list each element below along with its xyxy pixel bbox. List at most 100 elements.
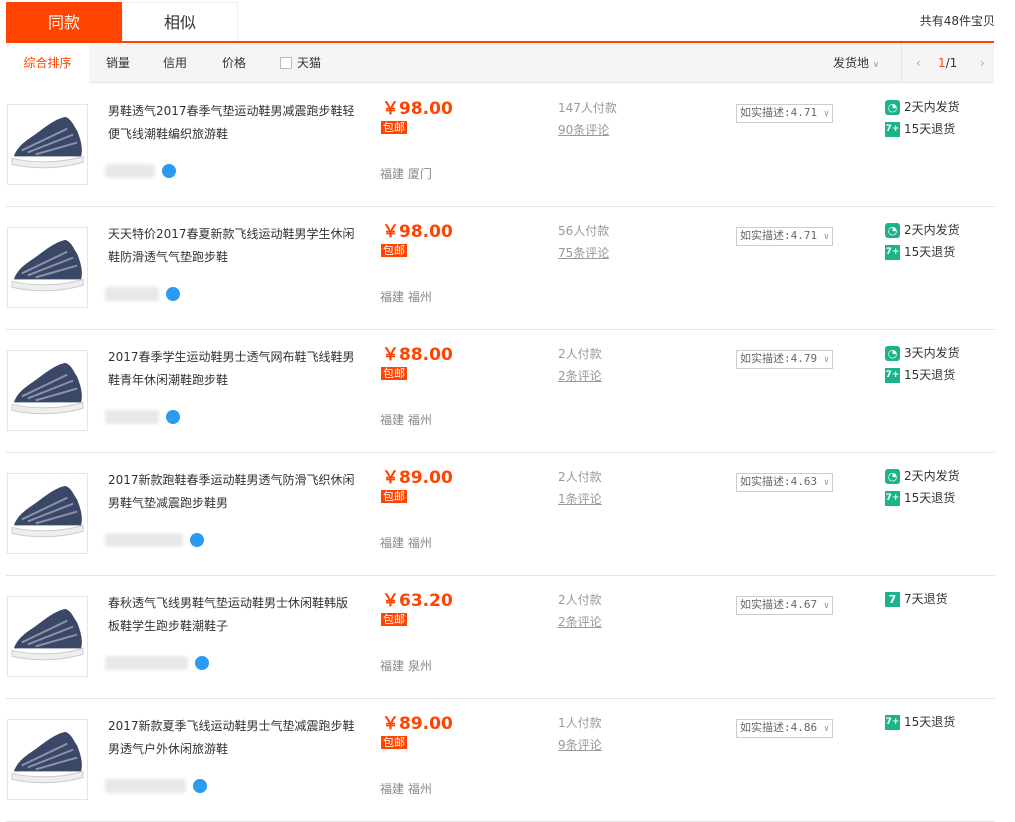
location: 福建 福州 bbox=[380, 536, 432, 550]
service-label: 15天退货 bbox=[904, 491, 956, 505]
service-tag: 7+ 15天退货 bbox=[885, 490, 955, 506]
product-row: 天天特价2017春夏新款飞线运动鞋男学生休闲鞋防滑透气气垫跑步鞋 ￥98.00 … bbox=[6, 207, 995, 330]
product-image[interactable] bbox=[7, 350, 88, 431]
free-shipping-badge: 包邮 bbox=[381, 736, 407, 749]
reviews-link[interactable]: 9条评论 bbox=[558, 738, 602, 752]
product-image[interactable] bbox=[7, 596, 88, 677]
reviews-link[interactable]: 1条评论 bbox=[558, 492, 602, 506]
service-tag: 7+ 15天退货 bbox=[885, 244, 955, 260]
wangwang-chat-icon[interactable] bbox=[193, 779, 207, 793]
product-row: 春秋透气飞线男鞋气垫运动鞋男士休闲鞋韩版板鞋学生跑步鞋潮鞋子 ￥63.20 包邮… bbox=[6, 576, 995, 699]
next-page-icon[interactable]: › bbox=[980, 56, 985, 70]
clock-icon: ◔ bbox=[885, 99, 900, 115]
free-shipping-badge: 包邮 bbox=[381, 613, 407, 626]
seller-name-blurred[interactable] bbox=[105, 533, 183, 547]
product-image[interactable] bbox=[7, 104, 88, 185]
location: 福建 厦门 bbox=[380, 167, 432, 181]
service-label: 2天内发货 bbox=[904, 100, 960, 114]
product-image[interactable] bbox=[7, 719, 88, 800]
free-shipping-badge: 包邮 bbox=[381, 121, 407, 134]
wangwang-chat-icon[interactable] bbox=[166, 410, 180, 424]
wangwang-chat-icon[interactable] bbox=[162, 164, 176, 178]
rating-dropdown[interactable]: 如实描述:4.63 ∨ bbox=[736, 473, 834, 492]
tab-same[interactable]: 同款 bbox=[6, 2, 122, 42]
wangwang-chat-icon[interactable] bbox=[166, 287, 180, 301]
chevron-down-icon: ∨ bbox=[823, 109, 830, 119]
seller-name-blurred[interactable] bbox=[105, 779, 186, 793]
tmall-label: 天猫 bbox=[297, 56, 322, 70]
chevron-down-icon: ∨ bbox=[823, 724, 830, 734]
chevron-down-icon: ∨ bbox=[823, 232, 830, 242]
service-tag: ◔ 2天内发货 bbox=[885, 99, 960, 115]
product-image[interactable] bbox=[7, 473, 88, 554]
free-shipping-badge: 包邮 bbox=[381, 367, 407, 380]
product-row: 2017新款跑鞋春季运动鞋男透气防滑飞织休闲男鞋气垫减震跑步鞋男 ￥89.00 … bbox=[6, 453, 995, 576]
product-image[interactable] bbox=[7, 227, 88, 308]
product-title[interactable]: 天天特价2017春夏新款飞线运动鞋男学生休闲鞋防滑透气气垫跑步鞋 bbox=[108, 227, 355, 264]
product-title[interactable]: 2017新款跑鞋春季运动鞋男透气防滑飞织休闲男鞋气垫减震跑步鞋男 bbox=[108, 473, 355, 510]
service-tag: 7+ 15天退货 bbox=[885, 367, 955, 383]
location: 福建 福州 bbox=[380, 413, 432, 427]
ship-from-dropdown[interactable]: 发货地 ∨ bbox=[833, 43, 879, 83]
sort-price[interactable]: 价格 bbox=[222, 56, 247, 70]
rating-label: 如实描述:4.79 bbox=[740, 352, 818, 365]
seller-name-blurred[interactable] bbox=[105, 287, 159, 301]
seller-name-blurred[interactable] bbox=[105, 410, 159, 424]
prev-page-icon[interactable]: ‹ bbox=[916, 56, 921, 70]
rating-dropdown[interactable]: 如实描述:4.71 ∨ bbox=[736, 104, 834, 123]
reviews-link[interactable]: 75条评论 bbox=[558, 246, 610, 260]
clock-icon: ◔ bbox=[885, 345, 900, 361]
product-title[interactable]: 男鞋透气2017春季气垫运动鞋男减震跑步鞋轻便飞线潮鞋编织旅游鞋 bbox=[108, 104, 355, 141]
sales-count: 1人付款 bbox=[558, 716, 602, 730]
tmall-checkbox[interactable] bbox=[280, 57, 292, 69]
sales-count: 2人付款 bbox=[558, 347, 602, 361]
divider bbox=[6, 41, 994, 43]
service-label: 3天内发货 bbox=[904, 346, 960, 360]
sales-count: 56人付款 bbox=[558, 224, 610, 238]
service-tag: 7 7天退货 bbox=[885, 591, 948, 607]
product-title[interactable]: 2017春季学生运动鞋男士透气网布鞋飞线鞋男鞋青年休闲潮鞋跑步鞋 bbox=[108, 350, 355, 387]
reviews-link[interactable]: 90条评论 bbox=[558, 123, 610, 137]
product-price: ￥89.00 bbox=[382, 714, 453, 734]
seller-name-blurred[interactable] bbox=[105, 656, 188, 670]
free-shipping-badge: 包邮 bbox=[381, 244, 407, 257]
product-price: ￥98.00 bbox=[382, 99, 453, 119]
rating-dropdown[interactable]: 如实描述:4.86 ∨ bbox=[736, 719, 834, 738]
rating-dropdown[interactable]: 如实描述:4.67 ∨ bbox=[736, 596, 834, 615]
service-tag: ◔ 3天内发货 bbox=[885, 345, 960, 361]
service-label: 15天退货 bbox=[904, 122, 956, 136]
ship-from-label: 发货地 bbox=[833, 56, 870, 70]
product-price: ￥63.20 bbox=[382, 591, 453, 611]
rating-dropdown[interactable]: 如实描述:4.79 ∨ bbox=[736, 350, 834, 369]
reviews-link[interactable]: 2条评论 bbox=[558, 615, 602, 629]
service-tag: 7+ 15天退货 bbox=[885, 121, 955, 137]
product-title[interactable]: 2017新款夏季飞线运动鞋男士气垫减震跑步鞋男透气户外休闲旅游鞋 bbox=[108, 719, 355, 756]
wangwang-chat-icon[interactable] bbox=[195, 656, 209, 670]
rating-dropdown[interactable]: 如实描述:4.71 ∨ bbox=[736, 227, 834, 246]
chevron-down-icon: ∨ bbox=[872, 60, 880, 70]
clock-icon: ◔ bbox=[885, 222, 900, 238]
sort-default[interactable]: 综合排序 bbox=[6, 43, 89, 83]
7plus-icon: 7+ bbox=[885, 244, 900, 260]
total-count: 共有48件宝贝 bbox=[919, 14, 995, 28]
product-row: 男鞋透气2017春季气垫运动鞋男减震跑步鞋轻便飞线潮鞋编织旅游鞋 ￥98.00 … bbox=[6, 84, 995, 207]
rating-label: 如实描述:4.86 bbox=[740, 721, 818, 734]
tmall-filter[interactable]: 天猫 bbox=[280, 43, 321, 83]
sort-sales[interactable]: 销量 bbox=[106, 56, 131, 70]
service-tag: ◔ 2天内发货 bbox=[885, 222, 960, 238]
pager: ‹ 1/1 › bbox=[901, 43, 994, 83]
product-price: ￥98.00 bbox=[382, 222, 453, 242]
free-shipping-badge: 包邮 bbox=[381, 490, 407, 503]
tab-bar: 同款 相似 bbox=[6, 2, 238, 42]
rating-label: 如实描述:4.71 bbox=[740, 106, 818, 119]
reviews-link[interactable]: 2条评论 bbox=[558, 369, 602, 383]
rating-label: 如实描述:4.71 bbox=[740, 229, 818, 242]
service-label: 15天退货 bbox=[904, 245, 956, 259]
sort-credit[interactable]: 信用 bbox=[163, 56, 188, 70]
wangwang-chat-icon[interactable] bbox=[190, 533, 204, 547]
product-title[interactable]: 春秋透气飞线男鞋气垫运动鞋男士休闲鞋韩版板鞋学生跑步鞋潮鞋子 bbox=[108, 596, 349, 633]
tab-similar[interactable]: 相似 bbox=[122, 2, 238, 42]
7-icon: 7 bbox=[885, 591, 900, 607]
seller-name-blurred[interactable] bbox=[105, 164, 155, 178]
sort-bar: 综合排序 销量 信用 价格 天猫 发货地 ∨ ‹ 1/1 › bbox=[6, 43, 994, 83]
